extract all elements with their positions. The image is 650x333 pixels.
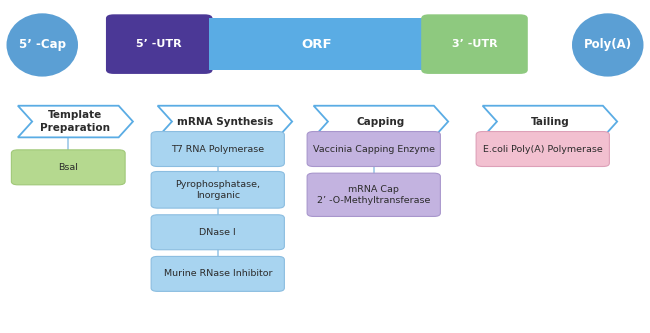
FancyBboxPatch shape xyxy=(307,173,440,216)
FancyBboxPatch shape xyxy=(307,132,440,166)
Text: Template
Preparation: Template Preparation xyxy=(40,110,110,133)
Polygon shape xyxy=(157,106,292,137)
FancyBboxPatch shape xyxy=(476,132,609,166)
Text: 5’ -UTR: 5’ -UTR xyxy=(136,39,182,49)
Text: Tailing: Tailing xyxy=(530,117,569,127)
Bar xyxy=(429,17,484,72)
Text: Pyrophosphatase,
Inorganic: Pyrophosphatase, Inorganic xyxy=(176,180,260,200)
Text: Vaccinia Capping Enzyme: Vaccinia Capping Enzyme xyxy=(313,145,435,154)
Text: Poly(A): Poly(A) xyxy=(584,38,632,52)
FancyBboxPatch shape xyxy=(151,215,285,250)
Text: 3’ -UTR: 3’ -UTR xyxy=(452,39,497,49)
Bar xyxy=(205,18,429,70)
Ellipse shape xyxy=(572,13,644,77)
FancyBboxPatch shape xyxy=(151,132,285,166)
FancyBboxPatch shape xyxy=(151,256,285,291)
Text: Murine RNase Inhibitor: Murine RNase Inhibitor xyxy=(164,269,272,278)
Text: DNase I: DNase I xyxy=(200,228,236,237)
Bar xyxy=(150,17,209,72)
Polygon shape xyxy=(482,106,617,137)
Text: 5’ -Cap: 5’ -Cap xyxy=(19,38,66,52)
Ellipse shape xyxy=(6,13,78,77)
Text: mRNA Cap
2’ -O-Methyltransferase: mRNA Cap 2’ -O-Methyltransferase xyxy=(317,185,430,205)
Polygon shape xyxy=(313,106,448,137)
FancyBboxPatch shape xyxy=(151,171,285,208)
Text: mRNA Synthesis: mRNA Synthesis xyxy=(177,117,273,127)
Polygon shape xyxy=(18,106,133,137)
FancyBboxPatch shape xyxy=(106,14,213,74)
Text: ORF: ORF xyxy=(302,38,332,51)
Text: Capping: Capping xyxy=(357,117,405,127)
FancyBboxPatch shape xyxy=(421,14,528,74)
Text: E.coli Poly(A) Polymerase: E.coli Poly(A) Polymerase xyxy=(483,145,603,154)
Text: BsaI: BsaI xyxy=(58,163,78,172)
Text: T7 RNA Polymerase: T7 RNA Polymerase xyxy=(171,145,265,154)
FancyBboxPatch shape xyxy=(11,150,125,185)
